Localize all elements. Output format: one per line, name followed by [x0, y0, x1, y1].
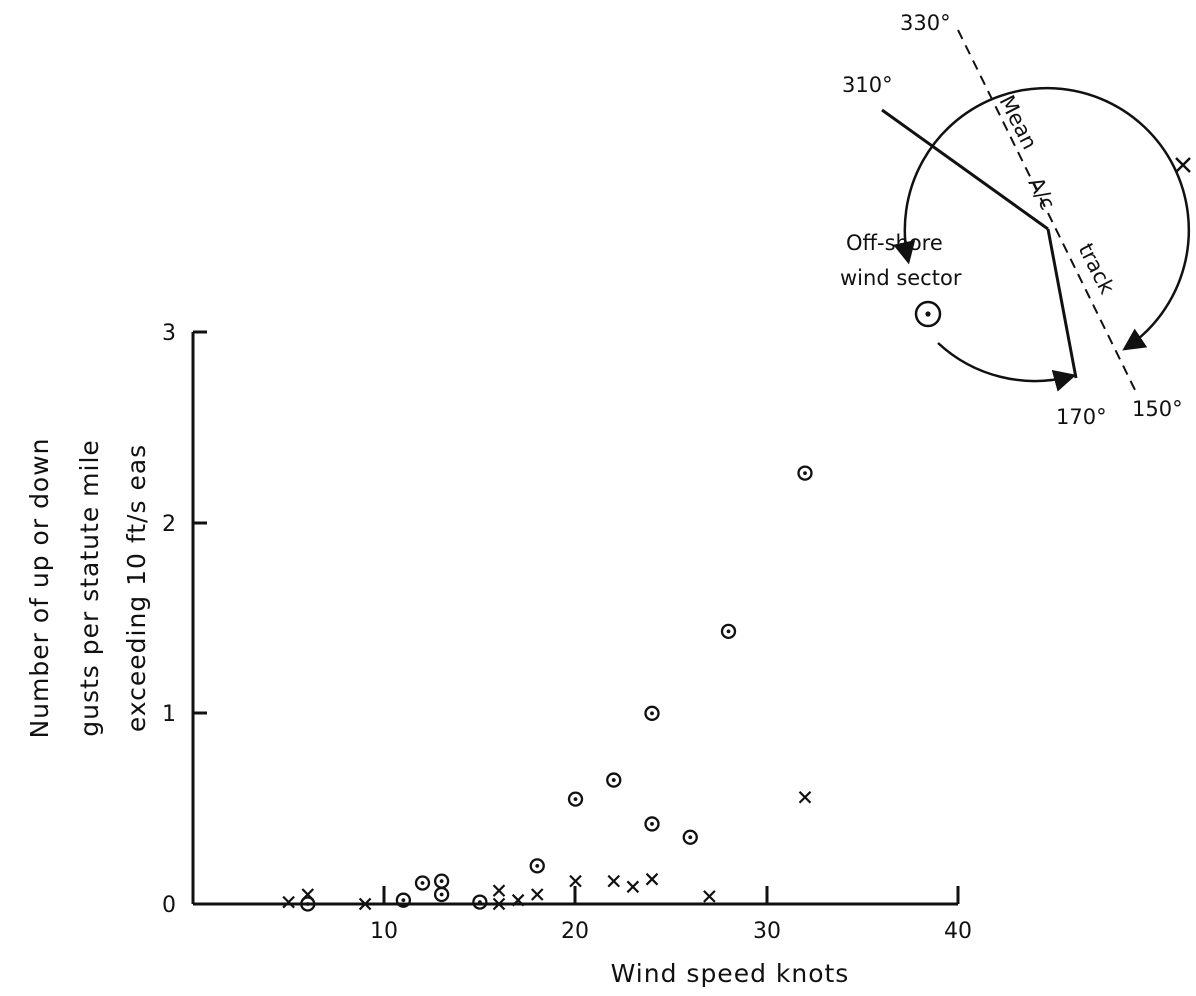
cross-point [607, 874, 621, 888]
inset-310-bearing-line [881, 108, 1049, 231]
inset-circle-dot-marker [914, 300, 942, 328]
circle-dot-point [797, 465, 813, 481]
circle-dot-point [644, 816, 660, 832]
data-points-layer [282, 465, 813, 912]
inset-mean-track-line [957, 29, 1137, 393]
cross-point [301, 888, 315, 901]
circle-dot-point [433, 873, 450, 889]
y-axis-title-line-3: exceeding 10 ft/s eas [122, 444, 151, 732]
inset-cross-marker [1175, 157, 1191, 173]
circle-dot-point [720, 623, 737, 639]
cross-point [511, 893, 525, 907]
cross-point [282, 895, 295, 909]
circle-dot-point [300, 896, 316, 912]
circle-dot-point [472, 894, 488, 910]
inset-label-track: track [1074, 239, 1120, 298]
x-tick-label: 20 [561, 919, 589, 944]
circle-dot-point [644, 705, 660, 721]
cross-point [569, 874, 582, 888]
x-tick-label: 40 [944, 919, 972, 944]
inset-label-ac: A/c [1024, 173, 1060, 213]
inset-170-bearing-line [1046, 228, 1078, 379]
track-inset-diagram: 330° 310° 170° 150° Mean A/c track Off-s… [840, 11, 1191, 429]
circle-dot-point [433, 886, 450, 903]
circle-dot-point [606, 772, 622, 788]
cross-point [530, 888, 544, 901]
inset-label-offshore-line-2: wind sector [840, 266, 962, 290]
cross-point [645, 872, 659, 886]
cross-point [798, 790, 812, 804]
x-axis-title: Wind speed knots [611, 959, 850, 988]
cross-point [626, 880, 640, 894]
inset-label-offshore-line-1: Off-shore [846, 231, 943, 255]
cross-point [492, 897, 506, 911]
inset-label-310: 310° [842, 73, 893, 97]
plot-area: 3 2 1 0 10 20 30 40 Wind speed knots Num… [25, 321, 972, 988]
circle-dot-point [682, 829, 698, 845]
x-tick-label: 30 [753, 919, 781, 944]
y-tick-label: 3 [162, 321, 176, 346]
inset-label-170: 170° [1056, 405, 1107, 429]
y-axis-title-line-1: Number of up or down [25, 437, 54, 738]
inset-label-330: 330° [900, 11, 951, 35]
cross-point [358, 897, 372, 911]
circle-dot-point [414, 875, 431, 891]
cross-point [492, 884, 506, 897]
circle-dot-point [567, 791, 584, 807]
inset-label-mean: Mean [995, 91, 1042, 153]
inset-label-150: 150° [1132, 397, 1183, 421]
y-tick-label: 1 [162, 702, 176, 727]
circle-dot-point [529, 858, 545, 874]
cross-point [703, 890, 716, 903]
y-axis-title-line-2: gusts per statute mile [75, 439, 104, 737]
circle-dot-point [395, 892, 412, 908]
y-tick-label: 0 [162, 893, 176, 918]
inset-circle-arc-lower [937, 342, 1077, 392]
inset-circle-arc-upper [893, 86, 1191, 351]
x-tick-label: 10 [370, 919, 398, 944]
y-tick-label: 2 [162, 512, 176, 537]
